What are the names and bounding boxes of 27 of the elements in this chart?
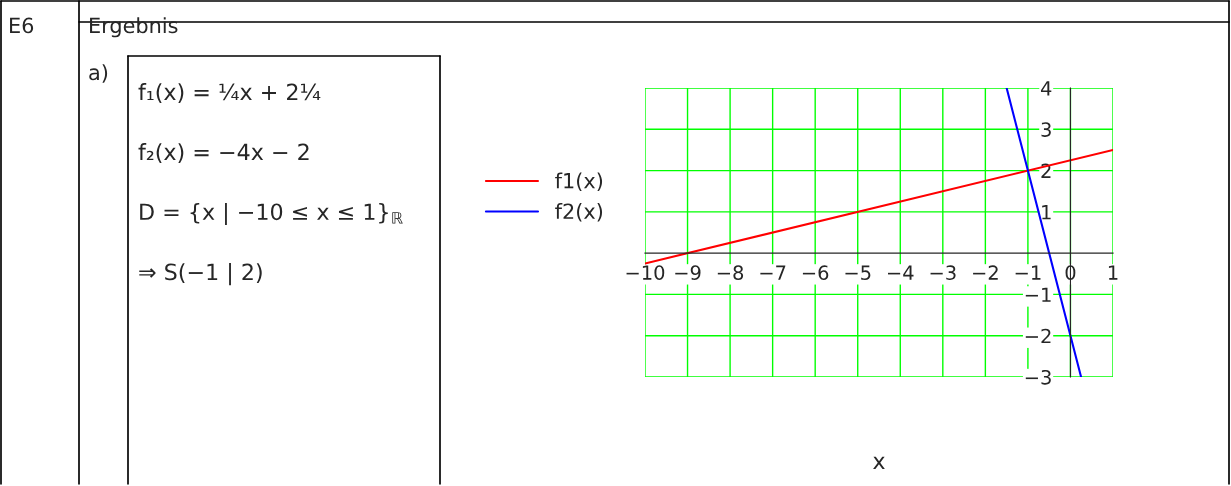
y-tick-label: −2 <box>1025 328 1051 344</box>
text: D = {x | −10 ≤ x ≤ 1}$_{ℝ}$ <box>140 202 403 226</box>
x-tick-label: −1 <box>1015 265 1041 280</box>
y-tick-label: 1 <box>1042 205 1051 220</box>
text: f₂(x) = −4x − 2 <box>138 143 309 163</box>
text: ⇒ S(−1 | 2) <box>139 263 262 286</box>
x-axis-title: x <box>873 456 885 470</box>
x-tick-label: −8 <box>717 265 744 280</box>
x-tick-label: −4 <box>888 265 914 280</box>
y-tick-label: −3 <box>1025 369 1051 385</box>
x-tick-label: −10 <box>626 265 665 280</box>
legend-label: f2(x) <box>555 203 603 222</box>
x-tick-label: −7 <box>760 265 786 280</box>
x-tick-label: −9 <box>675 265 701 280</box>
x-tick-label: −2 <box>973 265 998 280</box>
text: f₁(x) = ¼x + 2¼ <box>138 83 321 103</box>
legend-label: f1(x) <box>555 172 603 192</box>
y-tick-label: 3 <box>1041 122 1051 137</box>
y-tick-label: −1 <box>1025 287 1051 302</box>
text: E6 <box>10 17 34 34</box>
x-tick-label: −5 <box>845 265 871 280</box>
x-tick-label: −3 <box>930 265 956 280</box>
x-tick-label: 1 <box>1108 265 1118 280</box>
x-tick-label: −6 <box>802 265 829 280</box>
y-tick-label: 4 <box>1040 81 1052 96</box>
text: Ergebnis <box>90 17 178 38</box>
text: a) <box>89 64 108 83</box>
